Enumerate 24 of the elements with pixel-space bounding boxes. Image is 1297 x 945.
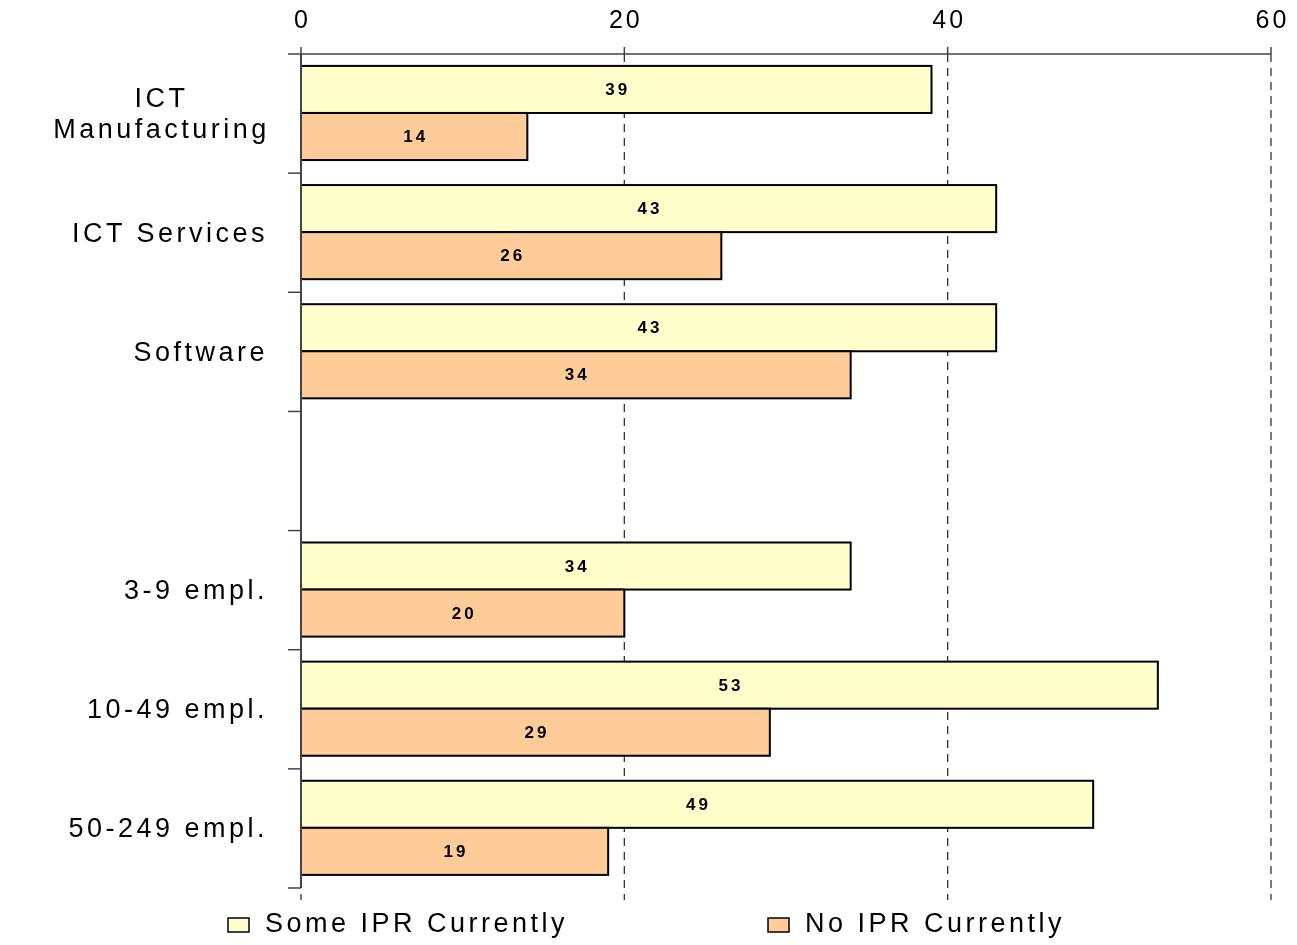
data-label: 34 xyxy=(564,556,590,576)
y-tick-label: Software xyxy=(133,336,268,367)
data-label: 20 xyxy=(451,603,477,623)
data-label: 14 xyxy=(403,127,429,147)
data-label: 19 xyxy=(443,841,469,861)
x-tick-label: 60 xyxy=(1255,5,1290,33)
x-tick-label: 20 xyxy=(608,5,643,33)
data-label: 43 xyxy=(637,318,663,338)
data-label: 43 xyxy=(637,199,663,219)
y-tick-label: ICT Services xyxy=(71,217,268,248)
data-label: 49 xyxy=(686,794,712,814)
y-tick-label: 10-49 empl. xyxy=(86,694,268,725)
data-label: 39 xyxy=(605,79,631,99)
y-tick-label: 50-249 empl. xyxy=(68,813,268,844)
legend-label: No IPR Currently xyxy=(805,908,1066,938)
x-tick-label: 0 xyxy=(294,5,311,33)
data-label: 29 xyxy=(524,722,550,742)
data-label: 26 xyxy=(500,246,526,266)
legend-label: Some IPR Currently xyxy=(265,908,569,938)
y-tick-label: 3-9 empl. xyxy=(123,575,268,606)
data-label: 34 xyxy=(564,365,590,385)
y-tick-label: ICT Manufacturing xyxy=(53,83,270,145)
data-label: 53 xyxy=(718,675,744,695)
x-tick-label: 40 xyxy=(932,5,967,33)
